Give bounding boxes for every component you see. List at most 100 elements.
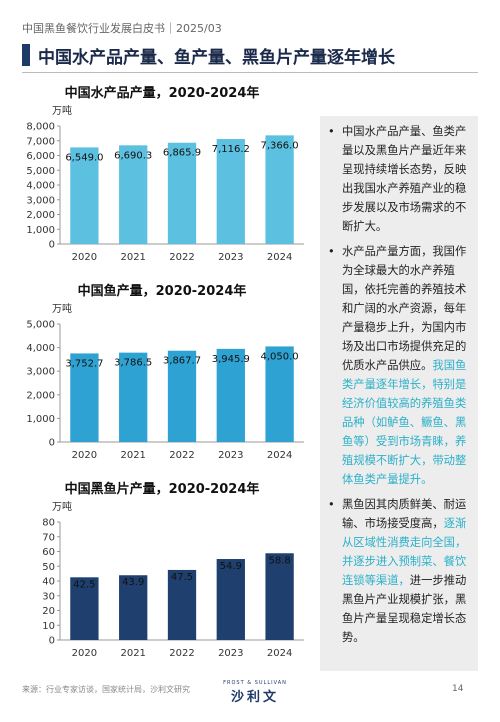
bar-value-label: 7,116.2 bbox=[212, 144, 250, 155]
bar-value-label: 47.5 bbox=[171, 572, 193, 583]
x-tick-label: 2021 bbox=[120, 252, 145, 263]
y-tick-label: 3,000 bbox=[26, 195, 55, 206]
highlighted-text: 我国鱼类产量逐年增长，特别是经济价值较高的养殖鱼类品种（如鲈鱼、鳜鱼、黑鱼等）受… bbox=[342, 359, 467, 486]
bar-value-label: 4,050.0 bbox=[261, 351, 299, 362]
aquatic-products-chart: 中国水产品产量，2020-2024年 万吨 0 1,000 2,000 3,000 4,… bbox=[12, 82, 312, 268]
report-header: 中国黑鱼餐饮行业发展白皮书｜2025/03 bbox=[22, 22, 222, 35]
y-tick-label: 50 bbox=[42, 562, 55, 573]
x-tick-label: 2024 bbox=[267, 252, 292, 263]
x-tick-label: 2020 bbox=[72, 252, 97, 263]
y-tick-label: 10 bbox=[42, 621, 55, 632]
logo-english: FROST & SULLIVAN bbox=[223, 680, 287, 686]
bar bbox=[167, 350, 197, 442]
bar-value-label: 43.9 bbox=[122, 577, 144, 588]
chart-title: 中国水产品产量，2020-2024年 bbox=[64, 86, 260, 101]
chart-unit-label: 万吨 bbox=[52, 106, 72, 117]
bullet-dot-icon: • bbox=[328, 498, 335, 511]
bar bbox=[119, 352, 148, 442]
y-tick-label: 1,000 bbox=[26, 225, 55, 236]
snakehead-fillet-bars: 0 10 20 30 40 50 60 70 80 42.5 2020 43.9 2021 47.5 202… bbox=[42, 518, 304, 659]
y-tick-label: 30 bbox=[42, 591, 55, 602]
x-tick-label: 2021 bbox=[120, 648, 145, 659]
logo-chinese: 沙利文 bbox=[230, 690, 279, 705]
y-tick-label: 8,000 bbox=[26, 122, 55, 133]
bar bbox=[265, 553, 294, 640]
commentary-list: • 中国水产品产量、鱼类产量以及黑鱼片产量近年来呈现持续增长态势，反映出我国水产养… bbox=[320, 116, 478, 647]
bar bbox=[167, 569, 197, 640]
chart-unit-label: 万吨 bbox=[52, 502, 72, 513]
chart-title: 中国鱼产量，2020-2024年 bbox=[77, 284, 247, 299]
page-title: 中国水产品产量、鱼产量、黑鱼片产量逐年增长 bbox=[38, 48, 395, 68]
bar bbox=[265, 135, 294, 244]
bar bbox=[70, 577, 99, 640]
title-accent-bar bbox=[22, 44, 30, 66]
bar-value-label: 54.9 bbox=[220, 561, 242, 572]
y-tick-label: 3,000 bbox=[26, 367, 55, 378]
bullet-text: 中国水产品产量、鱼类产量以及黑鱼片产量近年来呈现持续增长态势，反映出我国水产养殖… bbox=[342, 125, 467, 233]
bar bbox=[167, 142, 197, 244]
y-tick-label: 0 bbox=[49, 636, 55, 647]
y-tick-label: 60 bbox=[42, 547, 55, 558]
y-tick-label: 4,000 bbox=[26, 343, 55, 354]
bar bbox=[119, 575, 148, 640]
bullet-text: 水产品产量方面，我国作为全球最大的水产养殖国，依托完善的养殖技术和广阔的水产资源… bbox=[342, 245, 467, 372]
y-tick-label: 2,000 bbox=[26, 210, 55, 221]
aquatic-products-bars: 0 1,000 2,000 3,000 4,000 5,000 6,000 7,000 8,00… bbox=[26, 122, 304, 263]
x-tick-label: 2022 bbox=[169, 450, 194, 461]
bar-value-label: 6,690.3 bbox=[114, 150, 152, 161]
bar bbox=[216, 348, 245, 442]
x-tick-label: 2024 bbox=[267, 648, 292, 659]
x-tick-label: 2023 bbox=[218, 648, 243, 659]
bar bbox=[265, 346, 294, 442]
bullet-text: 进一步推动黑鱼片产业规模扩张，黑鱼片产量呈现稳定增长态势。 bbox=[342, 574, 467, 644]
bar-value-label: 7,366.0 bbox=[261, 140, 299, 151]
y-tick-label: 4,000 bbox=[26, 181, 55, 192]
bullet-dot-icon: • bbox=[328, 245, 335, 258]
bullet-dot-icon: • bbox=[328, 125, 335, 138]
bullet-item: • 水产品产量方面，我国作为全球最大的水产养殖国，依托完善的养殖技术和广阔的水产资… bbox=[326, 242, 472, 489]
bullet-item: • 黑鱼因其肉质鲜美、耐运输、市场接受度高，逐渐从区域性消费走向全国，并逐步进入预… bbox=[326, 495, 472, 647]
x-tick-label: 2024 bbox=[267, 450, 292, 461]
y-tick-label: 0 bbox=[49, 240, 55, 251]
y-tick-label: 2,000 bbox=[26, 390, 55, 401]
bar-value-label: 3,752.7 bbox=[65, 358, 103, 369]
y-tick-label: 5,000 bbox=[26, 166, 55, 177]
bar-value-label: 3,867.7 bbox=[163, 356, 201, 367]
y-tick-label: 0 bbox=[49, 438, 55, 449]
x-tick-label: 2022 bbox=[169, 648, 194, 659]
bullet-text: 黑鱼因其肉质鲜美、耐运输、市场接受度高， bbox=[342, 498, 467, 530]
bar bbox=[70, 147, 99, 244]
x-tick-label: 2020 bbox=[72, 450, 97, 461]
bar bbox=[70, 353, 99, 442]
source-note: 来源：行业专家访谈，国家统计局，沙利文研究 bbox=[22, 685, 190, 694]
page-number: 14 bbox=[452, 684, 464, 694]
chart-title: 中国黑鱼片产量，2020-2024年 bbox=[64, 482, 260, 497]
x-tick-label: 2021 bbox=[120, 450, 145, 461]
bar-value-label: 3,945.9 bbox=[212, 354, 250, 365]
chart-unit-label: 万吨 bbox=[52, 304, 72, 315]
highlighted-text: 逐渐从区域性消费走向全国，并逐步进入预制菜、餐饮连锁等渠道， bbox=[342, 517, 467, 587]
x-tick-label: 2020 bbox=[72, 648, 97, 659]
snakehead-fillet-chart: 中国黑鱼片产量，2020-2024年 万吨 0 10 20 30 40 50 60 70 80 4… bbox=[12, 478, 312, 664]
y-tick-label: 70 bbox=[42, 532, 55, 543]
x-tick-label: 2022 bbox=[169, 252, 194, 263]
y-tick-label: 80 bbox=[42, 518, 55, 529]
bar-value-label: 3,786.5 bbox=[114, 358, 152, 369]
y-tick-label: 7,000 bbox=[26, 136, 55, 147]
bar-value-label: 58.8 bbox=[268, 555, 290, 566]
bar-value-label: 6,865.9 bbox=[163, 148, 201, 159]
bar bbox=[119, 145, 148, 244]
y-tick-label: 1,000 bbox=[26, 414, 55, 425]
x-tick-label: 2023 bbox=[218, 450, 243, 461]
y-tick-label: 6,000 bbox=[26, 151, 55, 162]
bar-value-label: 6,549.0 bbox=[65, 152, 103, 163]
fish-production-bars: 0 1,000 2,000 3,000 4,000 5,000 3,752.7 2020 3,7… bbox=[26, 320, 304, 461]
commentary-panel: • 中国水产品产量、鱼类产量以及黑鱼片产量近年来呈现持续增长态势，反映出我国水产养… bbox=[320, 116, 478, 671]
y-tick-label: 5,000 bbox=[26, 320, 55, 331]
bar-value-label: 42.5 bbox=[73, 579, 95, 590]
title-divider bbox=[22, 72, 478, 73]
bar bbox=[216, 559, 245, 640]
y-tick-label: 40 bbox=[42, 577, 55, 588]
bar bbox=[216, 139, 245, 244]
bullet-item: • 中国水产品产量、鱼类产量以及黑鱼片产量近年来呈现持续增长态势，反映出我国水产养… bbox=[326, 122, 472, 236]
